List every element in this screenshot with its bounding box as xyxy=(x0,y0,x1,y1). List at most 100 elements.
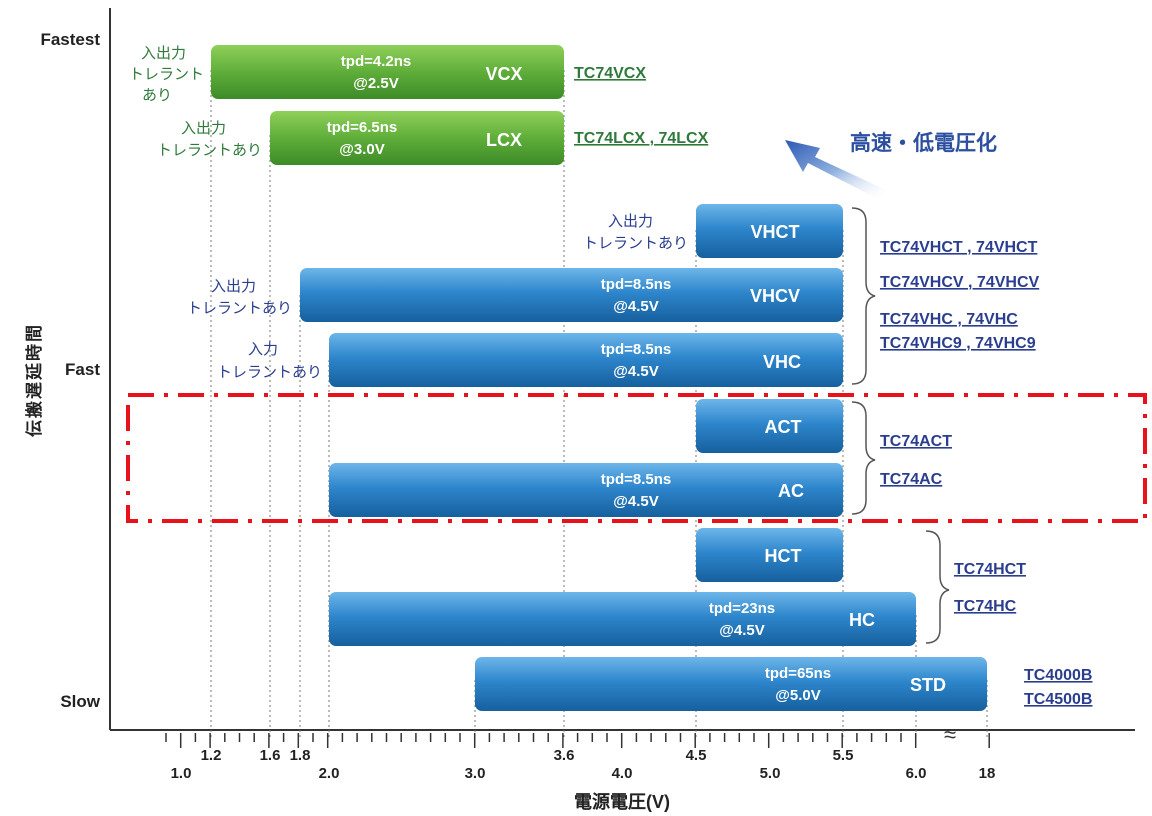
link-tc74vhct[interactable]: TC74VHCT , 74VHCT xyxy=(880,239,1038,256)
bar-vhc: tpd=8.5ns @4.5V VHC xyxy=(329,333,843,387)
bar-act: ACT xyxy=(696,399,843,453)
bar-hct: HCT xyxy=(696,528,843,582)
bar-vhct: VHCT xyxy=(696,204,843,258)
vcx-tol-line2: トレラント xyxy=(129,66,204,83)
bar-hc-cond: @4.5V xyxy=(719,622,764,639)
bar-hc-rect xyxy=(329,592,916,646)
bar-std: tpd=65ns @5.0V STD xyxy=(475,657,987,711)
ac-act-highlight-box xyxy=(126,393,1147,523)
link-tc74vhc9[interactable]: TC74VHC9 , 74VHC9 xyxy=(880,335,1036,352)
link-tc74vcx[interactable]: TC74VCX xyxy=(574,65,646,82)
green-links: TC74VCX TC74LCX , 74LCX xyxy=(574,65,709,147)
bar-hct-name: HCT xyxy=(765,546,802,566)
arrow-icon xyxy=(785,140,886,200)
bar-std-tpd: tpd=65ns xyxy=(765,665,831,682)
bar-vhcv-name: VHCV xyxy=(750,286,800,306)
bar-vcx-cond: @2.5V xyxy=(353,75,398,92)
bar-lcx-name: LCX xyxy=(486,130,522,150)
x-tick-1-0: 1.0 xyxy=(171,765,192,782)
vhcv-tol-line2: トレラントあり xyxy=(187,300,292,317)
group-braces xyxy=(851,207,950,644)
x-tick-labels: 1.0 1.2 1.6 1.8 2.0 3.0 3.6 4.0 4.5 5.0 … xyxy=(171,747,996,782)
vhct-tol-line1: 入出力 xyxy=(608,213,653,230)
vhc-tol-line1: 入力 xyxy=(248,341,278,358)
vhc-tol-line2: トレラントあり xyxy=(217,364,322,381)
tolerance-notes: 入出力 トレラント あり 入出力 トレラントあり 入出力 トレラントあり 入出力… xyxy=(129,45,688,381)
x-tick-4-0: 4.0 xyxy=(612,765,633,782)
link-tc4000b[interactable]: TC4000B xyxy=(1024,667,1092,684)
link-tc74hc[interactable]: TC74HC xyxy=(954,598,1017,615)
axis-break-mark: ≈ xyxy=(944,722,956,747)
bar-vhcv: tpd=8.5ns @4.5V VHCV xyxy=(300,268,843,322)
vcx-tol-line3: あり xyxy=(142,87,172,104)
bar-lcx-tpd: tpd=6.5ns xyxy=(327,119,397,136)
vhcv-tol-line1: 入出力 xyxy=(211,278,256,295)
link-tc74hct[interactable]: TC74HCT xyxy=(954,561,1026,578)
brace-ac-group xyxy=(851,401,876,515)
arrow-label: 高速・低電圧化 xyxy=(850,131,997,155)
bar-std-cond: @5.0V xyxy=(775,687,820,704)
bar-hc: tpd=23ns @4.5V HC xyxy=(329,592,916,646)
bar-vhct-rect xyxy=(696,204,843,258)
x-tick-6-0: 6.0 xyxy=(906,765,927,782)
bar-vhcv-tpd: tpd=8.5ns xyxy=(601,276,671,293)
bar-vhcv-rect xyxy=(300,268,843,322)
bar-vcx: tpd=4.2ns @2.5V VCX xyxy=(211,45,564,99)
link-tc74act[interactable]: TC74ACT xyxy=(880,433,952,450)
bar-vcx-name: VCX xyxy=(485,64,522,84)
vcx-tol-line1: 入出力 xyxy=(141,45,186,62)
bar-act-rect xyxy=(696,399,843,453)
x-tick-1-8: 1.8 xyxy=(290,747,311,764)
link-tc4500b[interactable]: TC4500B xyxy=(1024,691,1092,708)
x-tick-18: 18 xyxy=(979,765,996,782)
y-level-fastest: Fastest xyxy=(40,30,100,49)
blue-links: TC74VHCT , 74VHCT TC74VHCV , 74VHCV TC74… xyxy=(880,239,1092,708)
link-tc74lcx[interactable]: TC74LCX , 74LCX xyxy=(574,130,709,147)
bar-hc-name: HC xyxy=(849,610,875,630)
bar-vhct-name: VHCT xyxy=(751,222,800,242)
x-tick-2-0: 2.0 xyxy=(319,765,340,782)
y-level-slow: Slow xyxy=(60,692,100,711)
bar-std-rect xyxy=(475,657,987,711)
speed-arrow: 高速・低電圧化 xyxy=(785,131,997,200)
x-tick-4-5: 4.5 xyxy=(686,747,707,764)
x-tick-3-6: 3.6 xyxy=(554,747,575,764)
x-tick-1-2: 1.2 xyxy=(201,747,222,764)
lcx-tol-line1: 入出力 xyxy=(181,120,226,137)
x-tick-3-0: 3.0 xyxy=(465,765,486,782)
link-tc74vhc[interactable]: TC74VHC , 74VHC xyxy=(880,311,1018,328)
link-tc74ac[interactable]: TC74AC xyxy=(880,471,943,488)
bar-act-name: ACT xyxy=(765,417,802,437)
bar-vhc-cond: @4.5V xyxy=(613,363,658,380)
bar-vhc-name: VHC xyxy=(763,352,801,372)
bar-ac-name: AC xyxy=(778,481,804,501)
bar-ac-tpd: tpd=8.5ns xyxy=(601,471,671,488)
y-level-fast: Fast xyxy=(65,360,100,379)
bar-vcx-rect xyxy=(211,45,564,99)
brace-vhc-group xyxy=(851,207,876,385)
lcx-tol-line2: トレラントあり xyxy=(157,142,262,159)
x-axis-title: 電源電圧(V) xyxy=(574,791,670,812)
vhct-tol-line2: トレラントあり xyxy=(583,235,688,252)
bar-lcx-rect xyxy=(270,111,564,165)
x-tick-5-0: 5.0 xyxy=(760,765,781,782)
bar-vcx-tpd: tpd=4.2ns xyxy=(341,53,411,70)
bar-vhc-tpd: tpd=8.5ns xyxy=(601,341,671,358)
bar-ac-rect xyxy=(329,463,843,517)
bar-lcx: tpd=6.5ns @3.0V LCX xyxy=(270,111,564,165)
brace-hc-group xyxy=(925,530,950,644)
bars: tpd=4.2ns @2.5V VCX tpd=6.5ns @3.0V LCX … xyxy=(211,45,987,711)
bar-vhc-rect xyxy=(329,333,843,387)
link-tc74vhcv[interactable]: TC74VHCV , 74VHCV xyxy=(880,274,1039,291)
x-tick-5-5: 5.5 xyxy=(833,747,854,764)
bar-hct-rect xyxy=(696,528,843,582)
axes xyxy=(109,8,1135,731)
bar-vhcv-cond: @4.5V xyxy=(613,298,658,315)
bar-lcx-cond: @3.0V xyxy=(339,141,384,158)
x-tick-1-6: 1.6 xyxy=(260,747,281,764)
y-level-labels: Fastest Fast Slow xyxy=(40,30,100,711)
x-minor-ticks xyxy=(165,733,990,748)
y-axis-title: 伝搬遅延時間 xyxy=(24,323,44,437)
bar-ac-cond: @4.5V xyxy=(613,493,658,510)
bar-std-name: STD xyxy=(910,675,946,695)
